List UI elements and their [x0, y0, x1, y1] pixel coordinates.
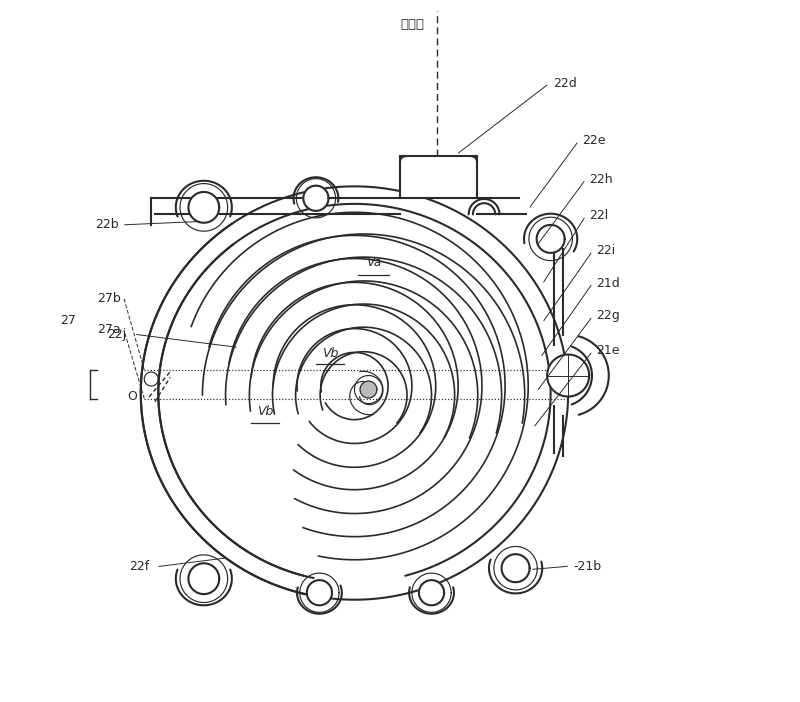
Polygon shape	[547, 355, 589, 397]
Text: 22l: 22l	[589, 209, 609, 223]
Text: 22f: 22f	[130, 560, 150, 574]
Polygon shape	[419, 580, 444, 605]
Text: 22b: 22b	[95, 218, 119, 232]
Polygon shape	[189, 563, 219, 594]
Text: 27: 27	[60, 314, 76, 327]
Text: 制冷剤: 制冷剤	[401, 18, 425, 31]
Text: Va: Va	[366, 256, 381, 269]
Bar	[400, 157, 477, 198]
Text: 22g: 22g	[596, 310, 620, 322]
Text: 27b: 27b	[98, 292, 121, 305]
Polygon shape	[360, 381, 377, 398]
Polygon shape	[537, 225, 565, 253]
Text: 21e: 21e	[596, 345, 620, 357]
Polygon shape	[303, 185, 329, 211]
Polygon shape	[307, 580, 332, 605]
Text: 22d: 22d	[553, 77, 577, 90]
Text: O: O	[126, 390, 137, 403]
Polygon shape	[502, 554, 530, 582]
Text: 21d: 21d	[596, 277, 620, 289]
Text: 22e: 22e	[582, 134, 606, 147]
Text: 22i: 22i	[596, 244, 615, 258]
Text: 27a: 27a	[98, 324, 121, 336]
Text: 22h: 22h	[589, 173, 613, 186]
Text: -21b: -21b	[574, 559, 602, 573]
Text: 22j: 22j	[107, 328, 126, 340]
Polygon shape	[189, 192, 219, 223]
Text: Vb: Vb	[322, 347, 338, 359]
Text: Vb: Vb	[258, 406, 274, 418]
